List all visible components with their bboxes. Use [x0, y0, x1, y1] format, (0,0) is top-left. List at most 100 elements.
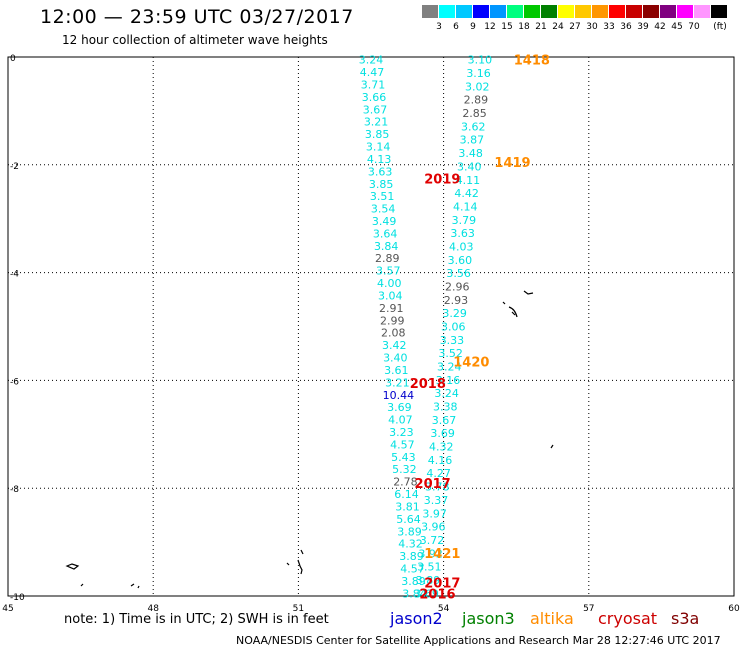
- wave-height-value: 3.51: [370, 190, 395, 203]
- wave-height-value: 3.51: [417, 561, 442, 574]
- wave-height-value: 4.57: [390, 438, 415, 451]
- legend-swatch: [575, 5, 591, 18]
- wave-height-value: 3.81: [395, 500, 420, 513]
- wave-height-value: 3.02: [465, 80, 490, 93]
- pass-number-label: 2017: [424, 577, 460, 592]
- legend-swatch: [439, 5, 455, 18]
- legend-label: 9: [470, 22, 476, 32]
- axis-tick-labels: 45 48 51 54 57 60 0 -2 -4 -6 -8 -10: [2, 54, 740, 614]
- wave-height-value: 2.91: [379, 302, 404, 315]
- map-subtitle: 12 hour collection of altimeter wave hei…: [62, 33, 328, 47]
- latitude-tick-label: -6: [10, 377, 19, 387]
- wave-height-value: 3.24: [437, 361, 462, 374]
- wave-height-value: 3.38: [433, 401, 458, 414]
- pass-number-label: 2019: [424, 172, 460, 187]
- wave-height-value: 3.72: [420, 534, 445, 547]
- legend-swatch: [541, 5, 557, 18]
- track-a-wave-heights: 3.244.473.713.663.673.213.853.144.133.63…: [359, 54, 427, 601]
- wave-height-value: 4.32: [398, 538, 423, 551]
- wave-height-value: 3.85: [365, 128, 390, 141]
- wave-height-value: 3.33: [440, 334, 465, 347]
- wave-height-value: 2.85: [462, 107, 487, 120]
- wave-height-value: 3.06: [441, 321, 466, 334]
- wave-height-value: 3.92: [418, 547, 443, 560]
- legend-swatch: [660, 5, 676, 18]
- legend-swatch: [643, 5, 659, 18]
- wave-height-value: 4.14: [453, 200, 478, 213]
- island-outlines: [65, 290, 554, 589]
- pass-number-label: 1421: [424, 547, 460, 562]
- wave-height-value: 4.16: [428, 454, 453, 467]
- wave-height-value: 3.40: [383, 352, 408, 365]
- wave-height-value: 2.99: [380, 314, 405, 327]
- legend-swatch: [507, 5, 523, 18]
- legend-swatch: [490, 5, 506, 18]
- pass-number-label: 1420: [453, 356, 489, 371]
- wave-height-value: 3.78: [425, 481, 450, 494]
- wave-height-value: 3.89: [397, 525, 422, 538]
- legend-label: 39: [637, 22, 649, 32]
- longitude-tick-label: 54: [438, 604, 450, 614]
- wave-height-value: 3.48: [458, 147, 483, 160]
- wave-height-value: 3.89: [416, 574, 441, 587]
- wave-height-value: 4.47: [360, 66, 385, 79]
- wave-height-value: 5.64: [396, 513, 421, 526]
- legend-label: 3: [436, 22, 442, 32]
- legend-label: 27: [569, 22, 581, 32]
- legend-swatch: [711, 5, 727, 18]
- latitude-tick-label: -10: [10, 593, 25, 603]
- legend-swatch: [592, 5, 608, 18]
- footer-note: note: 1) Time is in UTC; 2) SWH is in fe…: [64, 612, 329, 627]
- wave-height-value: 3.79: [452, 214, 477, 227]
- longitude-tick-label: 51: [293, 604, 304, 614]
- wave-height-value: 3.66: [362, 91, 387, 104]
- wave-height-value: 5.43: [391, 451, 416, 464]
- latitude-tick-label: 0: [10, 54, 16, 64]
- longitude-tick-label: 45: [2, 604, 13, 614]
- wave-height-value: 3.67: [432, 414, 457, 427]
- wave-height-value: 10.44: [383, 389, 415, 402]
- mission-name-altika: altika: [530, 609, 574, 628]
- legend-label: 33: [603, 22, 615, 32]
- wave-height-value: 3.57: [376, 265, 401, 278]
- wave-height-value: 2.89: [375, 252, 400, 265]
- wave-height-value: 4.13: [367, 153, 392, 166]
- wave-height-value: 3.69: [414, 587, 439, 600]
- wave-height-value: 3.61: [384, 364, 409, 377]
- wave-height-value: 3.52: [438, 347, 463, 360]
- wave-height-value: 3.84: [402, 587, 427, 600]
- wave-height-value: 3.89: [399, 550, 424, 563]
- pass-number-label: 2018: [410, 377, 446, 392]
- wave-height-value: 3.23: [389, 426, 414, 439]
- legend-label: 12: [484, 22, 496, 32]
- wave-height-value: 4.03: [449, 240, 474, 253]
- wave-height-value: 3.85: [369, 178, 394, 191]
- wave-height-value: 4.42: [454, 187, 479, 200]
- latitude-tick-label: -4: [10, 270, 19, 280]
- wave-height-value: 4.07: [388, 414, 413, 427]
- wave-height-value: 3.87: [460, 134, 485, 147]
- legend-swatch: [626, 5, 642, 18]
- legend-swatch: [609, 5, 625, 18]
- longitude-tick-label: 60: [728, 604, 740, 614]
- wave-height-value: 3.14: [366, 141, 391, 154]
- wave-height-value: 4.11: [456, 174, 481, 187]
- wave-height-value: 3.40: [457, 160, 482, 173]
- wave-height-value: 3.04: [378, 289, 403, 302]
- legend-swatch: [422, 5, 438, 18]
- legend-label: 18: [518, 22, 530, 32]
- legend-swatch: [456, 5, 472, 18]
- pass-number-label: 1418: [514, 54, 550, 69]
- longitude-tick-label: 57: [583, 604, 594, 614]
- wave-height-value: 3.60: [448, 254, 473, 267]
- legend-label: 45: [671, 22, 683, 32]
- latitude-tick-label: -2: [10, 162, 19, 172]
- legend-swatch: [694, 5, 710, 18]
- mission-name-jason2: jason2: [390, 609, 443, 628]
- legend-label: 36: [620, 22, 632, 32]
- legend-label: 24: [552, 22, 564, 32]
- footer-credit: NOAA/NESDIS Center for Satellite Applica…: [236, 634, 721, 647]
- wave-height-value: 3.10: [468, 54, 493, 67]
- wave-height-value: 3.71: [361, 79, 386, 92]
- wave-height-value: 4.27: [426, 467, 451, 480]
